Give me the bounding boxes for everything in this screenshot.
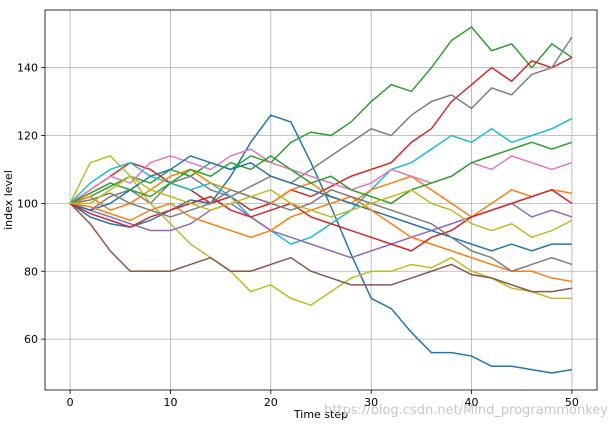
series-line	[69, 36, 573, 212]
x-tick-label: 10	[163, 396, 177, 409]
x-tick-label: 50	[565, 396, 579, 409]
series-line	[70, 175, 573, 239]
y-tick-label: 80	[24, 265, 38, 278]
x-tick-label: 40	[465, 396, 479, 409]
x-axis-label: Time step	[293, 408, 348, 421]
plot-frame	[44, 9, 598, 391]
x-tick-label: 30	[364, 396, 378, 409]
series-line	[69, 141, 573, 205]
y-tick-label: 100	[17, 197, 38, 210]
series-line	[69, 155, 572, 252]
x-tick-label: 0	[67, 396, 74, 409]
watermark: https://blog.csdn.net/Mind_programmonkey	[324, 403, 608, 418]
series-line	[69, 202, 573, 293]
y-tick-label: 140	[17, 62, 38, 75]
series-line	[69, 195, 573, 283]
series-line	[69, 188, 573, 273]
y-tick-label: 60	[24, 333, 38, 346]
x-tick-label: 20	[264, 396, 278, 409]
y-axis-label: index level	[2, 170, 15, 230]
y-tick-label: 120	[17, 130, 38, 143]
series-line	[69, 117, 573, 245]
series-line	[69, 114, 573, 374]
series-line	[69, 25, 573, 205]
series-line	[69, 188, 573, 252]
series-line	[69, 56, 573, 212]
series-line	[69, 168, 573, 218]
